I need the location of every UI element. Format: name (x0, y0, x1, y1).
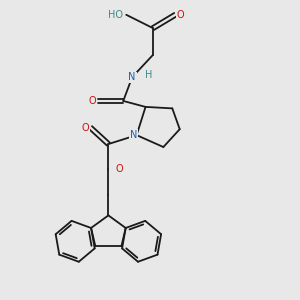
Text: O: O (89, 96, 97, 106)
Text: H: H (145, 70, 152, 80)
Text: N: N (128, 72, 136, 82)
Text: O: O (116, 164, 123, 174)
Text: O: O (81, 123, 89, 133)
Text: N: N (130, 130, 137, 140)
Text: HO: HO (108, 10, 123, 20)
Text: O: O (177, 10, 184, 20)
